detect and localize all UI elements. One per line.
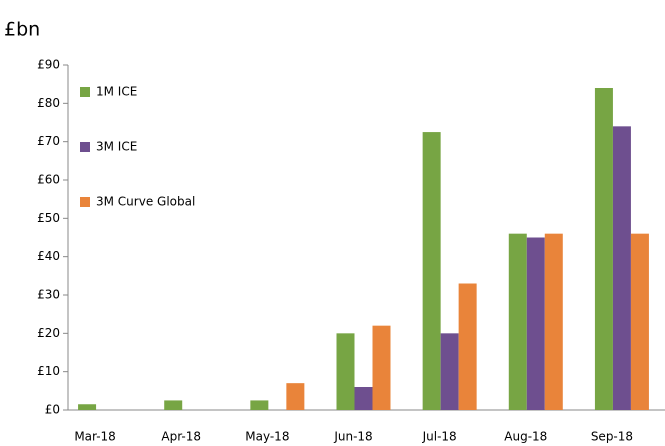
bar — [508, 233, 527, 410]
y-tick-label: £40 — [37, 249, 60, 263]
x-tick-label: Jul-18 — [422, 430, 457, 444]
bar — [612, 126, 631, 410]
y-tick-label: £90 — [37, 58, 60, 72]
y-tick-label: £60 — [37, 173, 60, 187]
y-tick-label: £50 — [37, 211, 60, 225]
y-tick-label: £70 — [37, 134, 60, 148]
legend-swatch — [80, 142, 90, 152]
y-tick-label: £10 — [37, 364, 60, 378]
x-tick-label: Apr-18 — [161, 430, 201, 444]
x-tick-label: Jun-18 — [333, 430, 372, 444]
bar — [594, 88, 613, 410]
bar — [354, 387, 373, 410]
bar — [440, 333, 459, 410]
x-tick-label: Sep-18 — [591, 430, 633, 444]
bar — [336, 333, 355, 410]
x-tick-label: Mar-18 — [74, 430, 115, 444]
legend-label: 3M Curve Global — [96, 195, 195, 209]
legend-label: 3M ICE — [96, 140, 137, 154]
bar — [372, 325, 391, 410]
bar — [458, 283, 477, 410]
y-tick-label: £20 — [37, 326, 60, 340]
bar — [78, 404, 97, 410]
y-axis-label: £bn — [4, 19, 40, 41]
bar — [526, 237, 545, 410]
legend-swatch — [80, 87, 90, 97]
bar — [630, 233, 649, 410]
legend-swatch — [80, 197, 90, 207]
bar — [286, 383, 305, 410]
bar — [544, 233, 563, 410]
y-tick-label: £30 — [37, 288, 60, 302]
bar — [250, 400, 269, 410]
x-tick-label: May-18 — [245, 430, 289, 444]
y-tick-label: £80 — [37, 96, 60, 110]
bar — [164, 400, 183, 410]
bar — [422, 132, 441, 411]
x-tick-label: Aug-18 — [504, 430, 547, 444]
y-tick-label: £0 — [45, 403, 60, 417]
legend-label: 1M ICE — [96, 85, 137, 99]
